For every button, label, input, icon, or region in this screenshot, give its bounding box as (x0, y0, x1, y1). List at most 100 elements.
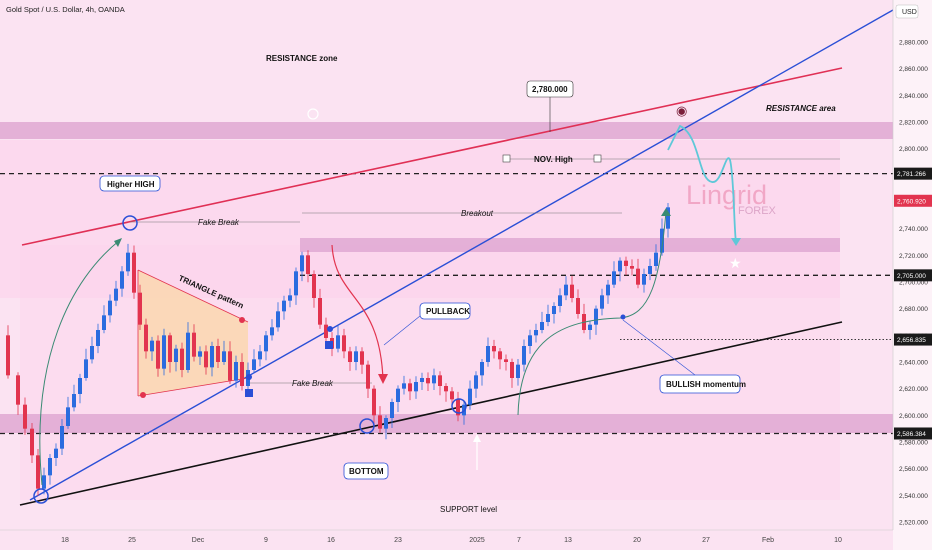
higher-high-arrowhead (114, 238, 122, 247)
candle-body (450, 391, 454, 400)
candle-body (402, 383, 406, 389)
price-tag-box (894, 167, 932, 180)
higher-high-label: Higher HIGH (107, 180, 155, 189)
candle-body (84, 359, 88, 378)
candle-body (546, 314, 550, 322)
touch-circle-support (451, 398, 467, 414)
candle-body (342, 335, 346, 352)
rising-trendline (29, 9, 894, 501)
touch-circle-low (33, 488, 49, 504)
candle-body (54, 448, 58, 458)
star-icon: ★ (729, 255, 742, 271)
candle-body (630, 266, 634, 269)
x-tick-label: 10 (834, 537, 842, 544)
candle-body (90, 346, 94, 360)
candle-body (612, 271, 616, 285)
triangle-point-right (246, 374, 252, 380)
candle-body (96, 330, 100, 346)
drawings: ★ ◉ (33, 103, 742, 504)
candle-body (510, 362, 514, 378)
candle-body (144, 324, 148, 352)
candle-body (486, 346, 490, 362)
price-axis[interactable]: USD 2,520.000 2,540.000 2,560.000 2,580.000… (892, 0, 932, 550)
candle-body (576, 298, 580, 314)
candle-body (264, 335, 268, 352)
x-tick-label: 20 (633, 537, 641, 544)
support-level-label: SUPPORT level (440, 505, 497, 514)
candle-body (594, 308, 598, 325)
candle-body (72, 394, 76, 408)
eye-icon: ◉ (676, 103, 687, 118)
event-marker-2 (325, 341, 333, 349)
candle-body (558, 295, 562, 306)
candle-body (78, 378, 82, 394)
triangle-upper-edge (137, 269, 249, 323)
y-tick-label: 2,820.000 (899, 120, 928, 127)
y-tick-label: 2,700.000 (899, 280, 928, 287)
candle-body (23, 404, 27, 429)
fake-break-bottom-label: Fake Break (292, 379, 334, 388)
candle-body (16, 375, 20, 405)
bullish-momentum-curve (517, 211, 667, 416)
candle-body (456, 399, 460, 416)
higher-high-label-box (99, 175, 161, 192)
price-tag-label: 2,760.920 (897, 198, 926, 205)
candle-body (186, 332, 190, 370)
candle-body (432, 375, 436, 384)
candle-body (588, 324, 592, 330)
resistance-zone-band (0, 122, 893, 139)
time-axis[interactable]: 18 25 Dec 9 16 23 2025 7 13 20 27 Feb 10 (0, 529, 893, 544)
x-tick-label: 25 (128, 537, 136, 544)
candle-body (474, 375, 478, 389)
price-tag-label: 2,705.000 (897, 273, 926, 280)
x-tick-label: 2025 (469, 537, 485, 544)
price-tag-box (894, 194, 932, 207)
candle-body (468, 388, 472, 405)
y-tick-label: 2,840.000 (899, 93, 928, 100)
info-icon (307, 108, 319, 120)
candle-body (324, 324, 328, 338)
pullback-label-box (419, 302, 471, 320)
candle-body (618, 260, 622, 272)
y-tick-label: 2,560.000 (899, 466, 928, 473)
price-tag-box (894, 333, 932, 346)
y-tick-label: 2,720.000 (899, 253, 928, 260)
candle-body (666, 207, 670, 229)
currency-label: USD (902, 9, 917, 16)
y-tick-label: 2,580.000 (899, 440, 928, 447)
mid-zone-band (300, 238, 840, 252)
resistance-zone-label: RESISTANCE zone (266, 54, 338, 63)
candle-body (522, 346, 526, 365)
x-tick-label: 23 (394, 537, 402, 544)
x-tick-label: 16 (327, 537, 335, 544)
touch-circle-bottom (359, 418, 375, 434)
candle-body (438, 375, 442, 386)
y-tick-label: 2,680.000 (899, 306, 928, 313)
bottom-label: BOTTOM (349, 467, 384, 476)
candle-body (240, 362, 244, 386)
candle-body (120, 271, 124, 289)
candle-body (624, 260, 628, 266)
candle-body (132, 252, 136, 293)
x-tick-label: 27 (702, 537, 710, 544)
candle-body (180, 348, 184, 370)
x-tick-label: 7 (517, 537, 521, 544)
candle-body (204, 351, 208, 368)
candle-body (414, 382, 418, 392)
candle-body (138, 292, 142, 325)
candle-body (648, 266, 652, 274)
candle-body (642, 274, 646, 285)
watermark-sub: FOREX (738, 205, 777, 217)
candle-body (498, 351, 502, 360)
candle-body (654, 252, 658, 266)
currency-box (895, 4, 919, 19)
candle-body (36, 455, 40, 489)
candle-body (102, 315, 106, 330)
candle-body (156, 340, 160, 369)
touch-circle-higher-high (122, 215, 138, 231)
pullback-point (327, 326, 333, 332)
x-tick-label: Dec (192, 537, 205, 544)
candle-body (528, 335, 532, 346)
event-marker-1 (245, 389, 253, 397)
